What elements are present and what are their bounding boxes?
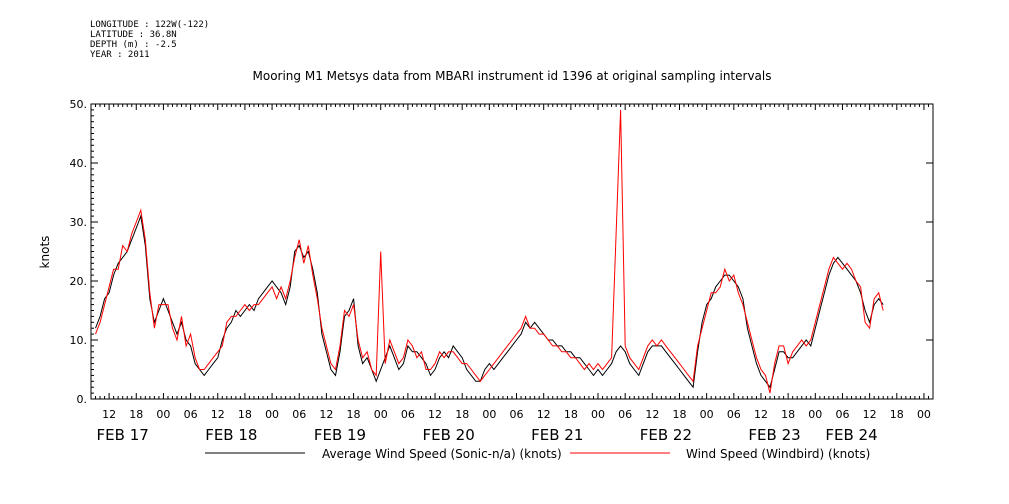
x-tick-label: 18 — [564, 408, 578, 421]
y-tick-label: 50. — [70, 98, 88, 111]
series-line-average-wind-speed — [95, 214, 884, 389]
x-day-label: FEB 24 — [825, 426, 877, 444]
x-tick-label: 06 — [510, 408, 524, 421]
x-tick-label: 18 — [890, 408, 904, 421]
y-tick-label: 40. — [70, 157, 88, 170]
y-tick-label: 0. — [77, 393, 88, 406]
chart-title: Mooring M1 Metsys data from MBARI instru… — [253, 69, 772, 83]
meta-year: YEAR : 2011 — [90, 50, 150, 60]
legend: Average Wind Speed (Sonic-n/a) (knots) W… — [205, 447, 870, 461]
y-tick-label: 20. — [70, 275, 88, 288]
x-tick-label: 00 — [808, 408, 822, 421]
y-tick-label: 10. — [70, 334, 88, 347]
meta-longitude: LONGITUDE : 122W(-122) — [90, 20, 210, 30]
x-day-label: FEB 18 — [205, 426, 257, 444]
meta-latitude: LATITUDE : 36.8N — [90, 30, 177, 40]
x-tick-label: 00 — [156, 408, 170, 421]
x-tick-label: 18 — [455, 408, 469, 421]
x-tick-label: 12 — [428, 408, 442, 421]
x-tick-label: 06 — [618, 408, 632, 421]
x-tick-label: 06 — [401, 408, 415, 421]
x-tick-label: 12 — [645, 408, 659, 421]
x-tick-label: 12 — [754, 408, 768, 421]
x-tick-label: 18 — [129, 408, 143, 421]
x-axis: 12 18 00 06 12 18 00 06 12 18 00 06 12 18 00 06 12 18 00 06… — [90, 104, 934, 444]
x-tick-label: 18 — [347, 408, 361, 421]
x-tick-label: 12 — [102, 408, 116, 421]
x-tick-label: 06 — [184, 408, 198, 421]
x-tick-label: 18 — [672, 408, 686, 421]
x-tick-label: 12 — [319, 408, 333, 421]
x-tick-label: 00 — [265, 408, 279, 421]
x-day-label: FEB 19 — [314, 426, 366, 444]
x-tick-label: 06 — [292, 408, 306, 421]
x-day-label: FEB 17 — [97, 426, 149, 444]
x-tick-label: 12 — [211, 408, 225, 421]
x-tick-label: 12 — [863, 408, 877, 421]
x-tick-label: 18 — [781, 408, 795, 421]
legend-label-average: Average Wind Speed (Sonic-n/a) (knots) — [322, 447, 562, 461]
x-tick-label: 18 — [238, 408, 252, 421]
x-tick-label: 12 — [537, 408, 551, 421]
x-tick-label: 00 — [917, 408, 931, 421]
x-tick-label: 00 — [482, 408, 496, 421]
x-tick-label: 00 — [374, 408, 388, 421]
x-tick-label: 00 — [700, 408, 714, 421]
y-axis-label: knots — [38, 236, 52, 269]
x-day-label: FEB 22 — [640, 426, 692, 444]
metadata-block: LONGITUDE : 122W(-122) LATITUDE : 36.8N … — [90, 20, 209, 60]
series-layer — [95, 109, 884, 394]
x-day-label: FEB 20 — [422, 426, 474, 444]
plot-frame — [90, 103, 934, 400]
x-tick-label: 06 — [727, 408, 741, 421]
legend-label-windbird: Wind Speed (Windbird) (knots) — [686, 447, 870, 461]
x-day-label: FEB 21 — [531, 426, 583, 444]
series-line-windbird-wind-speed — [95, 109, 884, 394]
x-tick-label: 00 — [591, 408, 605, 421]
x-day-label: FEB 23 — [748, 426, 800, 444]
x-tick-label: 06 — [835, 408, 849, 421]
meta-depth: DEPTH (m) : -2.5 — [90, 40, 177, 50]
y-axis: 0. 10. 20. 30. 40. 50. — [70, 98, 933, 406]
y-tick-label: 30. — [70, 216, 88, 229]
